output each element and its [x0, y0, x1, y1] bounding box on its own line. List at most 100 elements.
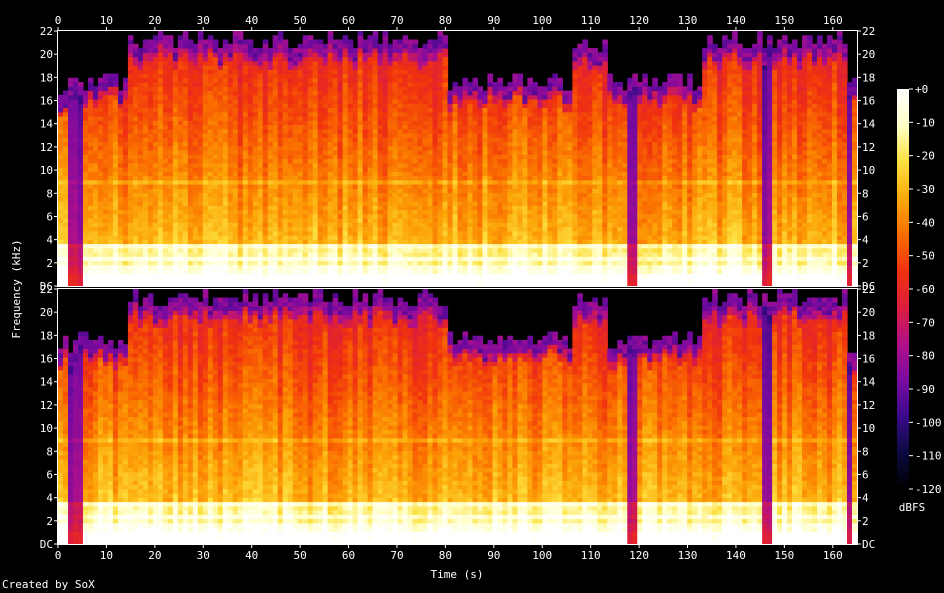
spectrogram-cell: [412, 171, 419, 177]
spectrogram-cell: [232, 252, 239, 257]
spectrogram-cell: [337, 260, 344, 266]
spectrogram-cell: [202, 150, 209, 155]
spectrogram-cell: [292, 56, 299, 62]
spectrogram-cell: [107, 188, 114, 194]
spectrogram-cell: [322, 260, 329, 266]
spectrogram-cell: [307, 99, 314, 104]
spectrogram-cell: [347, 222, 354, 228]
spectrogram-cell: [232, 256, 239, 262]
spectrogram-cell: [467, 128, 474, 134]
spectrogram-cell: [487, 201, 494, 206]
spectrogram-cell: [367, 260, 374, 266]
spectrogram-cell: [162, 184, 169, 189]
spectrogram-cell: [77, 103, 84, 109]
spectrogram-cell: [97, 116, 104, 121]
spectrogram-cell: [492, 86, 499, 92]
spectrogram-cell: [302, 128, 309, 134]
spectrogram-cell: [302, 273, 309, 279]
spectrogram-cell: [232, 141, 239, 147]
spectrogram-cell: [58, 154, 64, 160]
spectrogram-cell: [482, 201, 489, 206]
spectrogram-cell: [372, 158, 379, 164]
spectrogram-cell: [322, 158, 329, 164]
spectrogram-cell: [177, 175, 184, 181]
spectrogram-cell: [332, 116, 339, 121]
spectrogram-cell: [462, 264, 469, 270]
spectrogram-cell: [197, 43, 204, 49]
spectrogram-cell: [97, 107, 104, 113]
spectrogram-cell: [347, 239, 354, 245]
spectrogram-cell: [457, 128, 464, 134]
spectrogram-cell: [412, 39, 419, 45]
spectrogram-cell: [262, 235, 269, 240]
spectrogram-cell: [437, 48, 444, 53]
spectrogram-cell: [197, 65, 204, 70]
spectrogram-cell: [167, 209, 174, 215]
spectrogram-cell: [337, 128, 344, 134]
spectrogram-cell: [132, 86, 139, 92]
spectrogram-cell: [402, 120, 409, 126]
spectrogram-cell: [492, 222, 499, 228]
spectrogram-cell: [397, 103, 404, 109]
spectrogram-cell: [317, 273, 324, 279]
spectrogram-cell: [447, 260, 454, 266]
spectrogram-cell: [182, 150, 189, 155]
spectrogram-cell: [402, 116, 409, 121]
spectrogram-cell: [482, 269, 489, 274]
spectrogram-cell: [307, 52, 314, 58]
spectrogram-cell: [152, 277, 159, 283]
spectrogram-cell: [327, 243, 334, 249]
spectrogram-cell: [227, 264, 234, 270]
spectrogram-cell: [142, 154, 149, 160]
spectrogram-cell: [367, 269, 374, 274]
spectrogram-cell: [222, 94, 229, 100]
spectrogram-cell: [267, 120, 274, 126]
spectrogram-cell: [257, 273, 264, 279]
spectrogram-cell: [207, 69, 214, 75]
spectrogram-cell: [92, 86, 99, 92]
spectrogram-cell: [297, 196, 304, 202]
spectrogram-cell: [152, 73, 159, 79]
spectrogram-cell: [437, 73, 444, 79]
spectrogram-cell: [432, 201, 439, 206]
spectrogram-cell: [482, 252, 489, 257]
spectrogram-cell: [507, 167, 514, 172]
spectrogram-cell: [137, 60, 144, 66]
spectrogram-cell: [77, 192, 84, 198]
spectrogram-cell: [447, 90, 454, 96]
spectrogram-cell: [222, 184, 229, 189]
spectrogram-cell: [462, 171, 469, 177]
spectrogram-cell: [277, 141, 284, 147]
spectrogram-cell: [232, 239, 239, 245]
spectrogram-cell: [382, 56, 389, 62]
spectrogram-cell: [267, 133, 274, 138]
spectrogram-cell: [432, 218, 439, 223]
spectrogram-cell: [307, 73, 314, 79]
spectrogram-cell: [102, 73, 109, 79]
spectrogram-cell: [447, 141, 454, 147]
spectrogram-cell: [237, 69, 244, 75]
spectrogram-cell: [127, 52, 134, 58]
spectrogram-cell: [287, 235, 294, 240]
spectrogram-cell: [77, 150, 84, 155]
spectrogram-cell: [442, 256, 449, 262]
spectrogram-cell: [247, 116, 254, 121]
spectrogram-cell: [267, 150, 274, 155]
spectrogram-cell: [302, 35, 309, 41]
spectrogram-cell: [282, 103, 289, 109]
spectrogram-cell: [227, 184, 234, 189]
spectrogram-cell: [412, 247, 419, 253]
spectrogram-cell: [477, 167, 484, 172]
spectrogram-cell: [187, 247, 194, 253]
spectrogram-cell: [307, 48, 314, 53]
spectrogram-cell: [247, 256, 254, 262]
spectrogram-cell: [432, 65, 439, 70]
spectrogram-cell: [392, 252, 399, 257]
spectrogram-cell: [202, 247, 209, 253]
spectrogram-cell: [347, 94, 354, 100]
spectrogram-cell: [142, 128, 149, 134]
spectrogram-cell: [462, 277, 469, 283]
spectrogram-cell: [277, 252, 284, 257]
spectrogram-cell: [157, 171, 164, 177]
spectrogram-cell: [232, 69, 239, 75]
